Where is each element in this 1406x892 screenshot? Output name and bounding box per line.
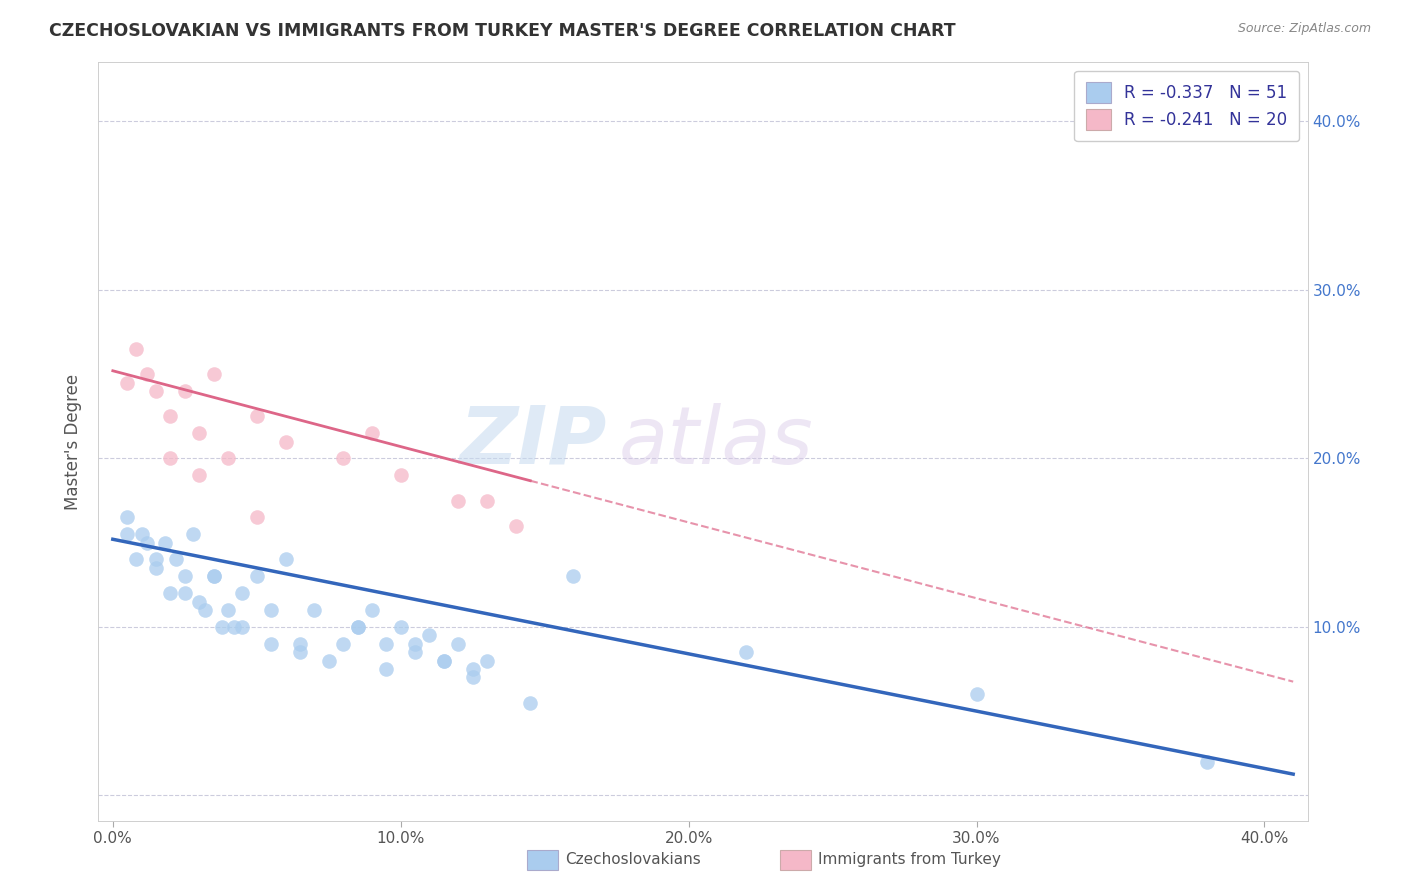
Point (173, 586, 195, 600)
Point (246, 510, 269, 524)
Point (404, 637, 426, 651)
Point (346, 620, 368, 634)
Point (202, 367, 225, 381)
Point (433, 654, 456, 668)
Point (304, 603, 326, 617)
Point (475, 654, 498, 668)
Point (231, 586, 253, 600)
Point (145, 552, 167, 566)
Point (505, 518, 527, 533)
Point (115, 510, 138, 524)
Point (274, 434, 297, 449)
Point (131, 527, 153, 541)
Point (1195, 755, 1218, 769)
Point (183, 527, 205, 541)
Y-axis label: Master's Degree: Master's Degree (65, 374, 83, 509)
Point (153, 535, 176, 549)
Point (194, 603, 217, 617)
Point (173, 569, 195, 583)
Point (274, 552, 297, 566)
Point (136, 367, 159, 381)
Point (375, 662, 398, 676)
Point (332, 637, 354, 651)
Point (115, 376, 138, 390)
Point (461, 662, 484, 676)
Point (735, 645, 758, 659)
Point (260, 637, 283, 651)
Point (288, 645, 311, 659)
Point (260, 603, 283, 617)
Point (447, 493, 470, 508)
Point (159, 586, 181, 600)
Point (165, 552, 187, 566)
Point (461, 670, 484, 684)
Point (332, 451, 354, 466)
Point (188, 594, 211, 608)
Point (202, 569, 225, 583)
Point (346, 620, 368, 634)
Point (136, 535, 159, 549)
Point (433, 654, 456, 668)
Point (125, 342, 148, 356)
Point (246, 569, 269, 583)
Point (475, 493, 498, 508)
Text: atlas: atlas (619, 402, 813, 481)
Point (288, 637, 311, 651)
Point (246, 409, 269, 424)
Point (519, 696, 541, 710)
Legend: R = -0.337   N = 51, R = -0.241   N = 20: R = -0.337 N = 51, R = -0.241 N = 20 (1074, 70, 1299, 142)
Point (188, 426, 211, 441)
Point (231, 620, 253, 634)
Point (159, 451, 181, 466)
Point (115, 527, 138, 541)
Point (217, 451, 239, 466)
Point (188, 468, 211, 483)
Text: ZIP: ZIP (458, 402, 606, 481)
Point (389, 620, 412, 634)
Point (159, 409, 181, 424)
Text: Source: ZipAtlas.com: Source: ZipAtlas.com (1237, 22, 1371, 36)
Point (361, 426, 384, 441)
Point (145, 384, 167, 398)
Point (217, 603, 239, 617)
Point (173, 384, 195, 398)
Point (222, 620, 245, 634)
Point (145, 561, 167, 575)
Point (562, 569, 585, 583)
Text: Czechoslovakians: Czechoslovakians (565, 853, 702, 867)
Point (202, 569, 225, 583)
Point (966, 687, 988, 701)
Point (125, 552, 148, 566)
Point (361, 603, 384, 617)
Point (375, 637, 398, 651)
Text: Immigrants from Turkey: Immigrants from Turkey (818, 853, 1001, 867)
Point (447, 637, 470, 651)
Point (418, 628, 440, 642)
Point (404, 645, 426, 659)
Text: CZECHOSLOVAKIAN VS IMMIGRANTS FROM TURKEY MASTER'S DEGREE CORRELATION CHART: CZECHOSLOVAKIAN VS IMMIGRANTS FROM TURKE… (49, 22, 956, 40)
Point (211, 620, 233, 634)
Point (389, 468, 412, 483)
Point (318, 654, 340, 668)
